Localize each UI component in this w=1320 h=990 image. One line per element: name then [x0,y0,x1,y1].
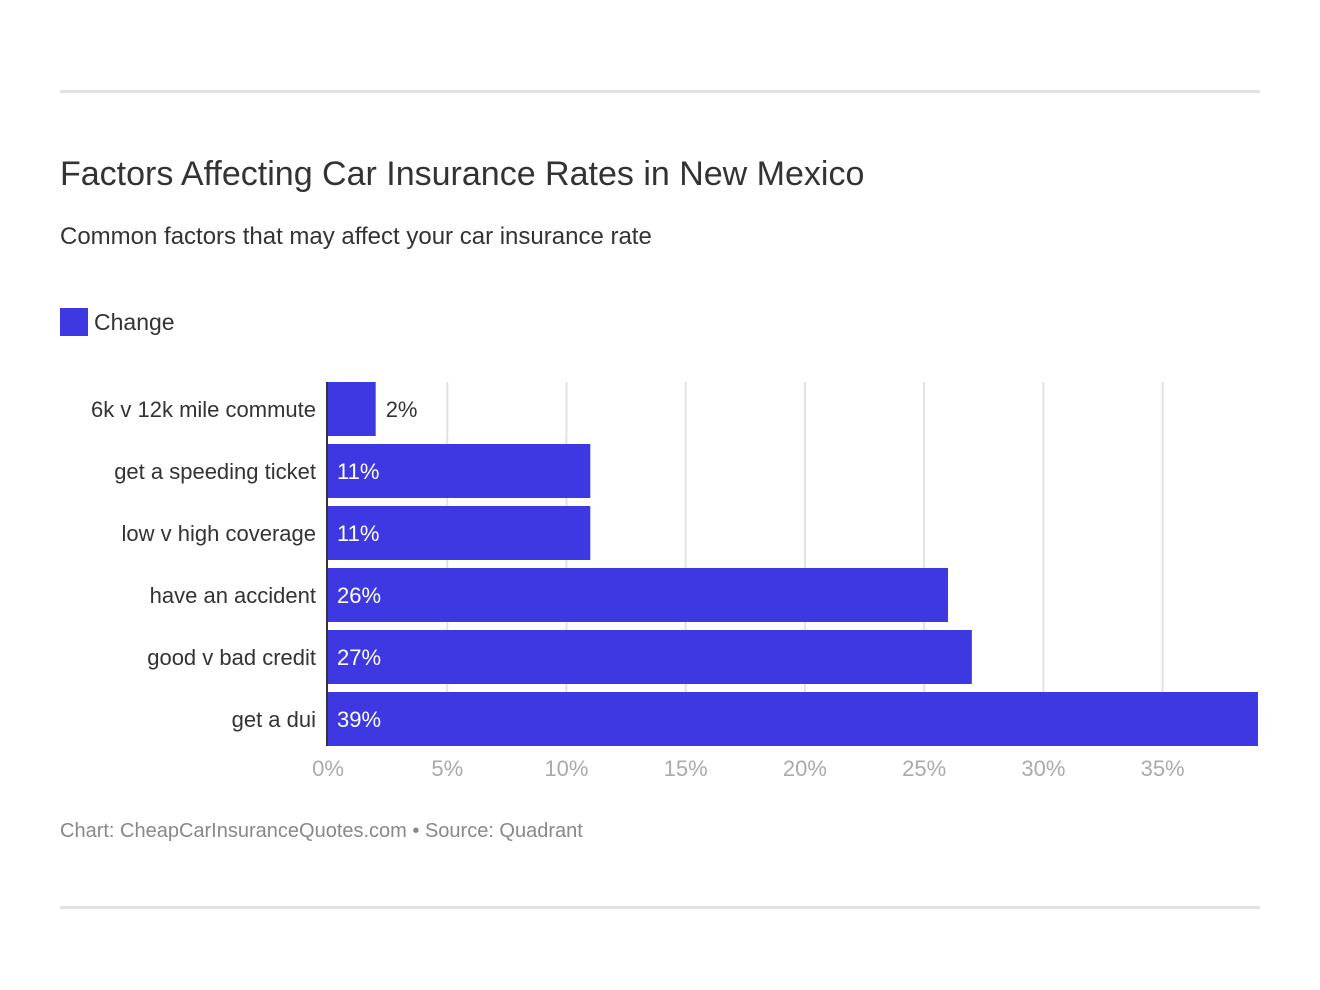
bar [328,568,948,622]
category-label: 6k v 12k mile commute [91,397,316,422]
legend-label: Change [94,308,175,335]
chart-title: Factors Affecting Car Insurance Rates in… [60,155,865,193]
category-label: low v high coverage [122,521,316,546]
bar [328,382,376,436]
bar [328,630,972,684]
x-tick-label: 35% [1141,756,1185,781]
x-tick-label: 25% [902,756,946,781]
x-tick-label: 20% [783,756,827,781]
x-tick-label: 15% [664,756,708,781]
chart-footer: Chart: CheapCarInsuranceQuotes.com • Sou… [60,820,583,842]
category-label: get a speeding ticket [114,459,316,484]
legend: Change [60,308,175,336]
category-label: get a dui [232,707,316,732]
bar [328,506,591,560]
legend-swatch [60,308,88,336]
bar [328,444,591,498]
bottom-divider [60,906,1260,909]
x-tick-label: 10% [544,756,588,781]
category-label: good v bad credit [147,645,316,670]
bar [328,692,1258,746]
category-label: have an accident [150,583,316,608]
x-tick-label: 0% [312,756,344,781]
top-divider [60,90,1260,93]
x-tick-label: 30% [1021,756,1065,781]
data-label: 2% [386,397,418,422]
chart-subtitle: Common factors that may affect your car … [60,223,652,250]
data-label: 11% [337,459,379,484]
data-label: 11% [337,521,379,546]
x-tick-label: 5% [431,756,463,781]
data-label: 27% [337,645,381,670]
data-label: 26% [337,583,381,608]
data-label: 39% [337,707,381,732]
